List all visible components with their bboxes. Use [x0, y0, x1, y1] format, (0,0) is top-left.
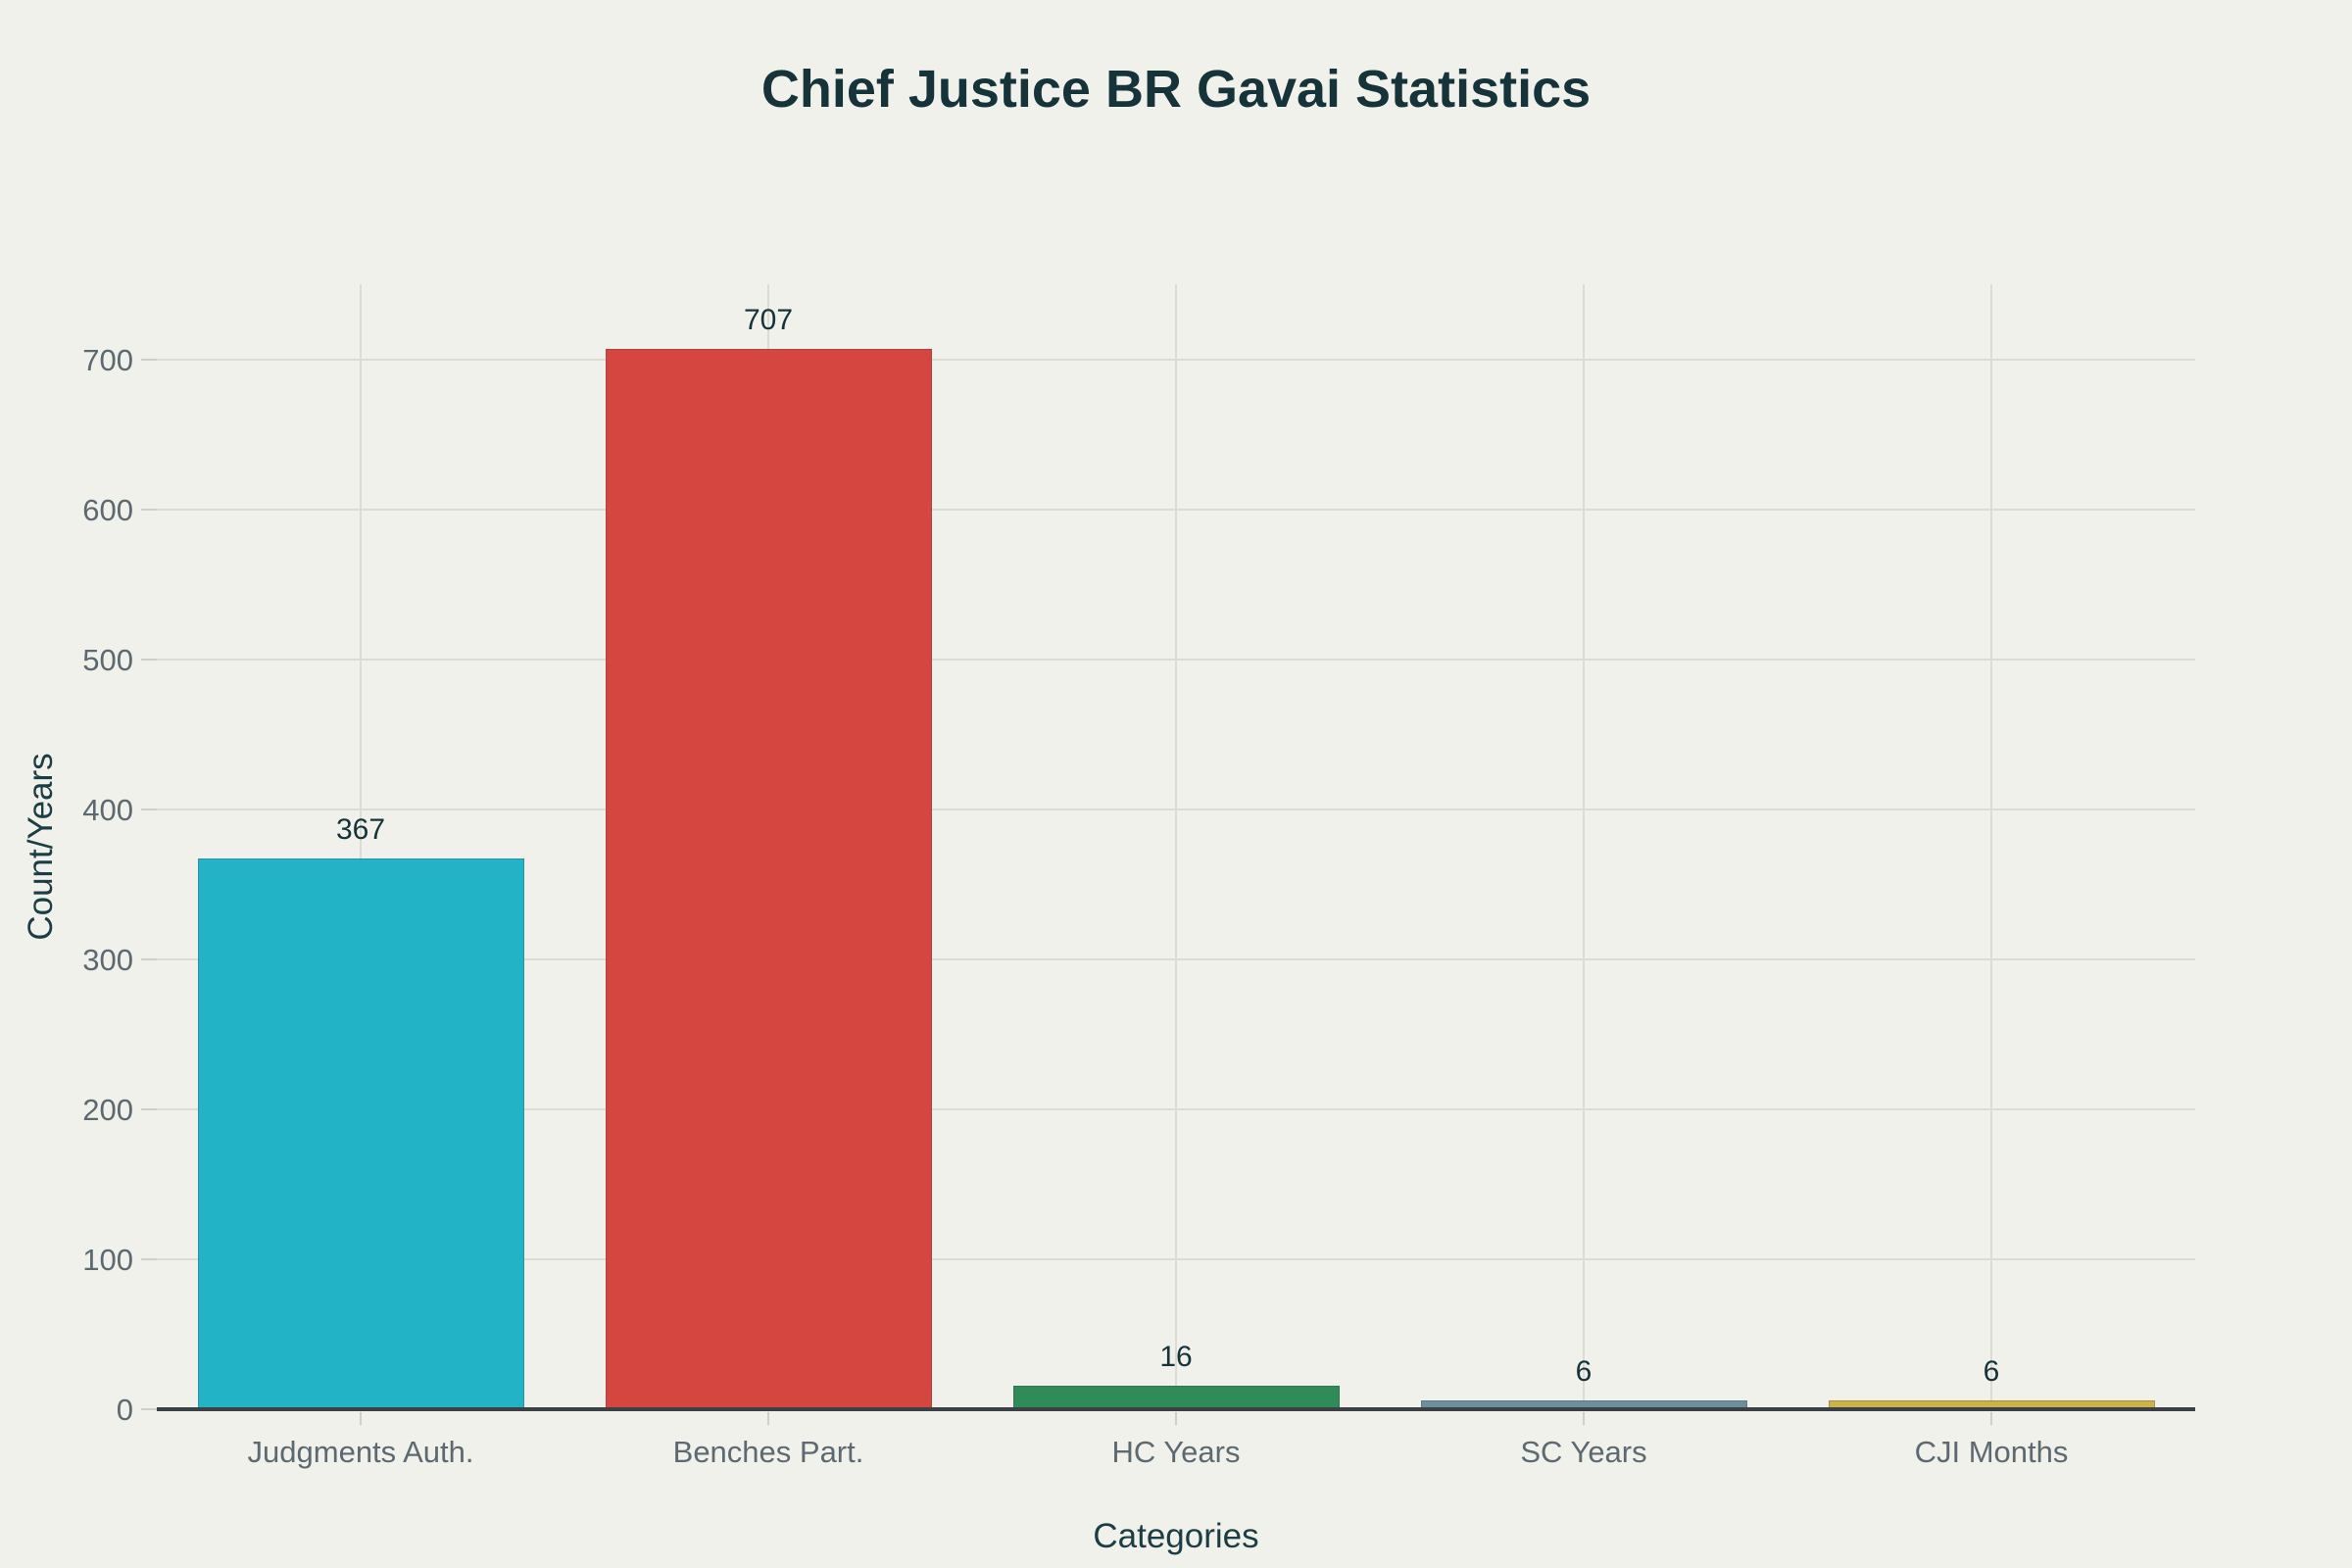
- x-category-label: Benches Part.: [672, 1435, 864, 1469]
- y-tick-label: 300: [82, 942, 133, 977]
- y-tick-mark: [141, 957, 157, 960]
- x-category-label: CJI Months: [1914, 1435, 2069, 1469]
- y-tick-mark: [141, 1107, 157, 1110]
- x-tick-mark: [360, 1412, 362, 1425]
- y-tick-mark: [141, 1408, 157, 1410]
- x-tick-mark: [1583, 1412, 1585, 1425]
- x-grid-line: [1175, 284, 1177, 1409]
- y-tick-label: 100: [82, 1242, 133, 1277]
- y-tick-mark: [141, 1257, 157, 1260]
- bar-sc-years: [1420, 1399, 1747, 1409]
- bar-cji-months: [1828, 1399, 2155, 1409]
- x-grid-line: [1990, 284, 1992, 1409]
- x-category-label: SC Years: [1520, 1435, 1647, 1469]
- y-tick-label: 200: [82, 1092, 133, 1127]
- bar-value-label: 6: [1983, 1354, 2000, 1388]
- bar-value-label: 6: [1575, 1354, 1592, 1388]
- y-tick-label: 700: [82, 342, 133, 377]
- bar-value-label: 16: [1159, 1340, 1193, 1373]
- plot-area: 0 100 200 300 400 500 600 700 367 Judgments Auth…: [82, 284, 2195, 1469]
- bar-value-label: 367: [335, 813, 386, 847]
- y-tick-label: 400: [82, 792, 133, 827]
- bar-hc-years: [1012, 1385, 1340, 1409]
- x-tick-mark: [1175, 1412, 1177, 1425]
- bar-benches-part: [605, 348, 932, 1409]
- x-grid-line: [1583, 284, 1585, 1409]
- y-tick-mark: [141, 658, 157, 661]
- chart-title: Chief Justice BR Gavai Statistics: [760, 60, 1592, 119]
- y-tick-mark: [141, 358, 157, 361]
- x-grid-line: [360, 284, 362, 1409]
- x-axis-line: [157, 1407, 2195, 1411]
- y-tick-mark: [141, 508, 157, 511]
- y-tick-label: 600: [82, 492, 133, 527]
- y-tick-mark: [141, 808, 157, 810]
- bar-judgments-auth: [197, 858, 524, 1409]
- y-axis-title: Count/Years: [22, 753, 60, 941]
- x-category-label: HC Years: [1111, 1435, 1241, 1469]
- y-tick-label: 0: [116, 1393, 133, 1427]
- x-category-label: Judgments Auth.: [247, 1435, 474, 1469]
- x-tick-mark: [767, 1412, 769, 1425]
- x-tick-mark: [1990, 1412, 1992, 1425]
- x-axis-title: Categories: [1093, 1517, 1259, 1555]
- bar-value-label: 707: [743, 303, 794, 336]
- y-tick-label: 500: [82, 642, 133, 677]
